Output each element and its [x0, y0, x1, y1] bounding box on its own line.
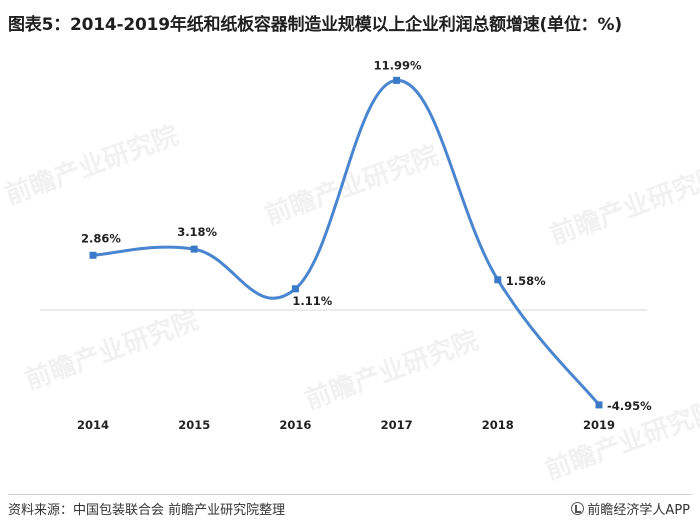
data-point-marker	[595, 401, 603, 409]
x-tick-label: 2016	[279, 418, 311, 432]
x-tick-label: 2014	[77, 418, 109, 432]
brand-logo-icon	[571, 502, 585, 515]
data-markers	[89, 76, 603, 409]
brand-label: 前瞻经济学人APP	[587, 503, 690, 518]
x-tick-label: 2015	[178, 418, 210, 432]
x-tick-label: 2018	[482, 418, 514, 432]
data-labels: 2.86% 3.18% 1.11% 11.99% 1.58% -4.95%	[81, 58, 652, 413]
data-label: 1.11%	[292, 294, 332, 308]
x-axis-tick-labels: 2014 2015 2016 2017 2018 2019	[77, 418, 615, 432]
source-note: 资料来源：中国包装联合会 前瞻产业研究院整理	[8, 503, 286, 518]
data-label: 11.99%	[374, 58, 422, 72]
data-label: 3.18%	[177, 225, 217, 239]
x-tick-label: 2017	[381, 418, 413, 432]
data-label: 2.86%	[81, 231, 121, 245]
data-point-marker	[89, 251, 97, 259]
footer-divider	[8, 494, 692, 495]
series-line	[91, 78, 601, 407]
brand-credit: 前瞻经济学人APP	[571, 499, 690, 518]
data-label: -4.95%	[607, 399, 652, 413]
data-point-marker	[190, 245, 198, 253]
chart-title: 图表5：2014-2019年纸和纸板容器制造业规模以上企业利润总额增速(单位：%…	[8, 15, 622, 35]
data-point-marker	[393, 76, 401, 84]
data-point-marker	[291, 285, 299, 293]
data-point-marker	[494, 276, 502, 284]
data-label: 1.58%	[506, 274, 546, 288]
x-tick-label: 2019	[583, 418, 615, 432]
